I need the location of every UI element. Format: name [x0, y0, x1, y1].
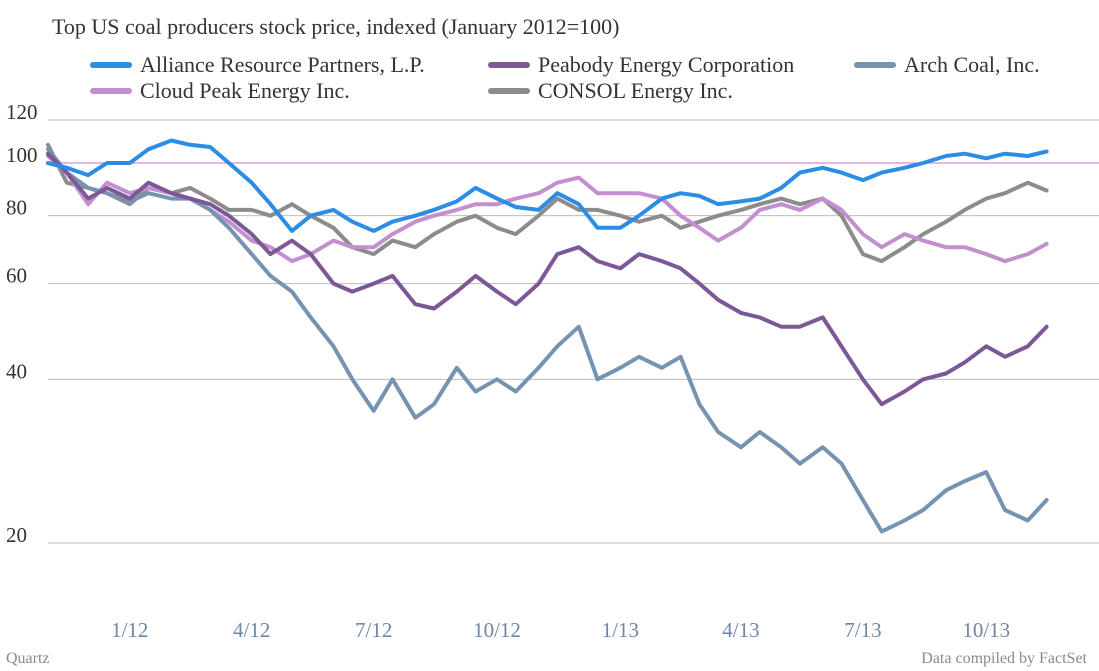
x-tick-label: 7/13: [844, 618, 881, 642]
legend-swatch-alliance: [90, 62, 132, 68]
legend-label-arch: Arch Coal, Inc.: [904, 52, 1040, 77]
series-line-peabody-energy-corporation: [46, 151, 1049, 407]
chart-legend: Alliance Resource Partners, L.P. Peabody…: [90, 52, 1090, 104]
x-tick-label: 4/12: [233, 618, 270, 642]
y-tick-label-20: 20: [6, 523, 27, 547]
legend-label-alliance: Alliance Resource Partners, L.P.: [140, 52, 425, 77]
legend-label-peabody: Peabody Energy Corporation: [538, 52, 795, 77]
legend-swatch-arch: [854, 62, 896, 68]
y-tick-label-60: 60: [6, 264, 27, 288]
x-tick-label: 1/13: [602, 618, 639, 642]
legend-item-cloudpeak: Cloud Peak Energy Inc.: [90, 78, 350, 104]
legend-label-consol: CONSOL Energy Inc.: [538, 78, 733, 103]
legend-swatch-peabody: [488, 62, 530, 68]
y-tick-label-100: 100: [6, 143, 38, 167]
legend-item-consol: CONSOL Energy Inc.: [488, 78, 733, 104]
x-tick-label: 1/12: [111, 618, 148, 642]
source-credit: Quartz: [6, 650, 50, 667]
x-tick-label: 7/12: [355, 618, 392, 642]
chart-title: Top US coal producers stock price, index…: [52, 14, 620, 39]
data-credit: Data compiled by FactSet: [921, 650, 1087, 667]
x-tick-label: 10/13: [962, 618, 1010, 642]
legend-item-alliance: Alliance Resource Partners, L.P.: [90, 52, 425, 78]
y-tick-label-40: 40: [6, 359, 27, 383]
series-line-arch-coal-inc: [46, 147, 1049, 534]
legend-swatch-cloudpeak: [90, 88, 132, 94]
y-tick-label-80: 80: [6, 196, 27, 220]
series-line-consol-energy-inc: [46, 142, 1049, 264]
legend-item-peabody: Peabody Energy Corporation: [488, 52, 794, 78]
x-tick-label: 4/13: [722, 618, 759, 642]
legend-swatch-consol: [488, 88, 530, 94]
y-tick-label-120: 120: [6, 100, 38, 124]
legend-label-cloudpeak: Cloud Peak Energy Inc.: [140, 78, 350, 103]
x-tick-label: 10/12: [473, 618, 521, 642]
series-line-alliance-resource-partners-l-p: [46, 138, 1049, 233]
legend-item-arch: Arch Coal, Inc.: [854, 52, 1040, 78]
